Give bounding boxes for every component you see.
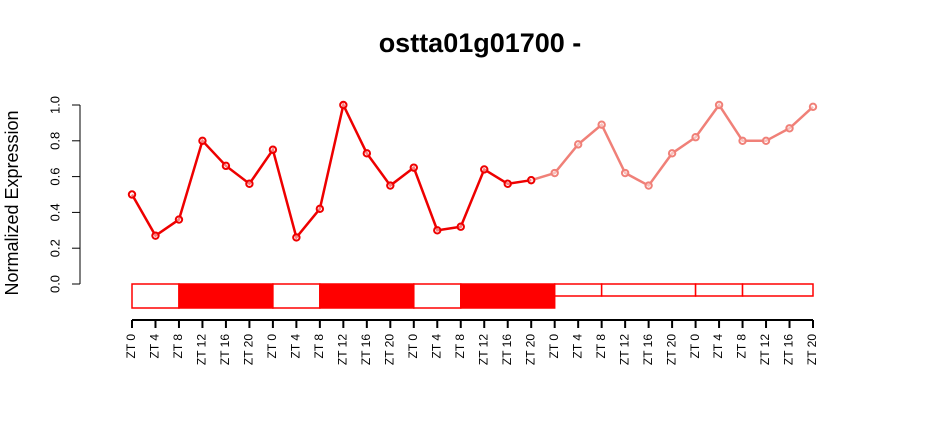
light-dark-block [460, 283, 556, 309]
light-dark-block [413, 283, 462, 309]
x-tick-label: ZT 12 [758, 334, 772, 365]
x-tick-label: ZT 12 [336, 334, 350, 365]
data-point [339, 100, 348, 110]
light-dark-block [272, 283, 321, 309]
x-tick-label: ZT 4 [289, 334, 303, 359]
x-tick-label: ZT 0 [547, 334, 561, 359]
data-point [174, 215, 184, 224]
x-tick-label: ZT 16 [500, 334, 514, 365]
light-dark-block [319, 283, 415, 309]
data-point [573, 140, 583, 149]
y-tick-label: 0.6 [47, 168, 62, 186]
y-axis-label: Normalized Expression [2, 110, 22, 295]
data-point [268, 145, 278, 154]
x-tick-label: ZT 0 [124, 334, 138, 359]
light-block [741, 283, 814, 297]
x-tick-label: ZT 12 [195, 334, 209, 365]
x-tick-label: ZT 8 [453, 334, 467, 359]
data-point [644, 181, 653, 190]
data-point [597, 120, 606, 129]
data-point [667, 149, 677, 158]
series-line [530, 102, 814, 188]
y-tick-label: 1.0 [47, 96, 62, 114]
x-tick-label: ZT 4 [429, 334, 443, 359]
x-tick-label: ZT 4 [148, 334, 162, 359]
x-tick-label: ZT 4 [570, 334, 584, 359]
data-point [761, 136, 771, 146]
x-tick-label: ZT 16 [641, 334, 655, 365]
x-tick-label: ZT 8 [735, 334, 749, 359]
light-block [553, 283, 603, 297]
y-tick-label: 0.4 [47, 203, 62, 221]
x-tick-label: ZT 8 [171, 334, 185, 359]
x-tick-label: ZT 20 [242, 334, 256, 365]
x-tick-label: ZT 20 [664, 334, 678, 365]
data-point [480, 165, 489, 174]
data-point [221, 161, 231, 171]
data-point [315, 204, 325, 214]
series-line [130, 101, 532, 241]
data-point [691, 133, 700, 142]
x-tick-label: ZT 16 [359, 334, 373, 365]
data-point [198, 136, 207, 146]
data-point [151, 231, 160, 240]
x-tick-label: ZT 8 [594, 334, 608, 359]
chart-title: ostta01g01700 - [379, 28, 582, 58]
x-tick-label: ZT 12 [617, 334, 631, 365]
data-point [550, 168, 559, 178]
x-tick-label: ZT 20 [523, 334, 537, 365]
data-point [714, 100, 724, 110]
light-block [600, 283, 697, 297]
data-point [620, 168, 630, 178]
data-point [527, 175, 536, 185]
y-tick-label: 0.0 [47, 275, 62, 293]
x-tick-label: ZT 16 [782, 334, 796, 365]
y-tick-label: 0.8 [47, 132, 62, 150]
light-dark-block [131, 283, 180, 309]
data-point [245, 179, 254, 188]
light-block [694, 283, 744, 297]
data-point [503, 179, 512, 188]
y-tick-label: 0.2 [47, 239, 62, 257]
data-point [127, 190, 137, 199]
light-dark-block [178, 283, 274, 309]
x-tick-label: ZT 8 [312, 334, 326, 359]
data-point [808, 102, 818, 111]
data-point [292, 233, 301, 242]
x-tick-label: ZT 4 [711, 334, 725, 359]
data-point [409, 163, 418, 172]
x-tick-label: ZT 12 [476, 334, 490, 365]
data-point [386, 181, 395, 190]
x-tick-label: ZT 16 [218, 334, 232, 365]
data-point [785, 124, 794, 133]
x-tick-label: ZT 0 [406, 334, 420, 359]
data-point [456, 222, 465, 231]
x-tick-label: ZT 0 [688, 334, 702, 359]
data-point [362, 149, 372, 158]
data-point [433, 226, 442, 235]
data-point [738, 136, 747, 146]
x-tick-label: ZT 20 [805, 334, 819, 365]
x-tick-label: ZT 0 [265, 334, 279, 359]
x-tick-label: ZT 20 [382, 334, 396, 365]
